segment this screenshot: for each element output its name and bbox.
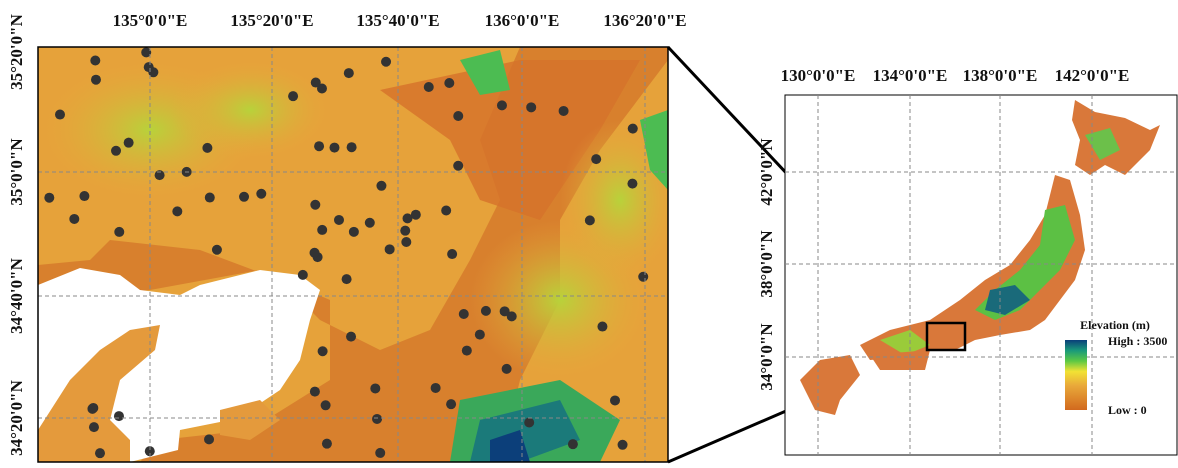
latitude-label: 34°20'0"N <box>7 379 26 455</box>
station-point <box>311 78 321 88</box>
latitude-label: 35°20'0"N <box>7 13 26 89</box>
station-point <box>91 75 101 85</box>
latitude-label: 38°0'0"N <box>757 230 776 298</box>
station-point <box>459 309 469 319</box>
station-point <box>342 274 352 284</box>
longitude-label: 136°0'0"E <box>485 11 560 30</box>
station-point <box>347 142 357 152</box>
station-point <box>610 395 620 405</box>
station-point <box>114 411 124 421</box>
station-point <box>79 191 89 201</box>
station-point <box>585 215 595 225</box>
station-point <box>462 346 472 356</box>
station-point <box>334 215 344 225</box>
station-point <box>111 146 121 156</box>
station-point <box>591 154 601 164</box>
latitude-label: 34°0'0"N <box>757 323 776 391</box>
station-point <box>524 417 534 427</box>
station-point <box>370 383 380 393</box>
detail-map <box>38 47 680 462</box>
station-point <box>55 110 65 120</box>
station-point <box>441 206 451 216</box>
station-point <box>411 210 421 220</box>
longitude-label: 134°0'0"E <box>873 66 948 85</box>
station-point <box>310 200 320 210</box>
longitude-label: 142°0'0"E <box>1055 66 1130 85</box>
station-point <box>385 244 395 254</box>
legend-low: Low : 0 <box>1108 403 1147 417</box>
station-point <box>310 248 320 258</box>
station-point <box>205 193 215 203</box>
station-point <box>114 227 124 237</box>
station-point <box>444 78 454 88</box>
station-point <box>453 111 463 121</box>
station-point <box>502 364 512 374</box>
station-point <box>69 214 79 224</box>
station-point <box>568 439 578 449</box>
station-point <box>475 330 485 340</box>
station-point <box>481 306 491 316</box>
station-point <box>87 404 97 414</box>
station-point <box>401 237 411 247</box>
station-point <box>446 399 456 409</box>
station-point <box>172 206 182 216</box>
station-point <box>124 138 134 148</box>
station-point <box>431 383 441 393</box>
station-point <box>381 57 391 67</box>
longitude-label: 130°0'0"E <box>781 66 856 85</box>
legend-colorbar <box>1065 340 1087 410</box>
station-point <box>89 422 99 432</box>
station-point <box>322 439 332 449</box>
station-point <box>90 56 100 66</box>
station-point <box>288 91 298 101</box>
station-point <box>239 192 249 202</box>
station-point <box>310 387 320 397</box>
station-point <box>44 193 54 203</box>
station-point <box>314 141 324 151</box>
station-point <box>212 245 222 255</box>
longitude-label: 135°40'0"E <box>356 11 439 30</box>
station-point <box>638 272 648 282</box>
station-point <box>559 106 569 116</box>
longitude-label: 136°20'0"E <box>603 11 686 30</box>
station-point <box>597 322 607 332</box>
station-point <box>346 332 356 342</box>
station-point <box>375 448 385 458</box>
longitude-label: 135°20'0"E <box>230 11 313 30</box>
figure: Elevation (m) High : 3500 Low : 0 135°0'… <box>0 0 1178 468</box>
station-point <box>376 181 386 191</box>
station-point <box>317 225 327 235</box>
station-point <box>344 68 354 78</box>
legend-title: Elevation (m) <box>1080 318 1150 332</box>
station-point <box>447 249 457 259</box>
station-point <box>298 270 308 280</box>
station-point <box>204 434 214 444</box>
station-point <box>627 179 637 189</box>
station-point <box>95 448 105 458</box>
longitude-label: 135°0'0"E <box>113 11 188 30</box>
legend-high: High : 3500 <box>1108 334 1167 348</box>
station-point <box>453 161 463 171</box>
longitude-label: 138°0'0"E <box>963 66 1038 85</box>
station-point <box>202 143 212 153</box>
station-point <box>424 82 434 92</box>
station-point <box>321 400 331 410</box>
station-point <box>144 62 154 72</box>
latitude-label: 42°0'0"N <box>757 138 776 206</box>
station-point <box>318 346 328 356</box>
station-point <box>497 100 507 110</box>
latitude-label: 34°40'0"N <box>7 257 26 333</box>
station-point <box>400 226 410 236</box>
station-point <box>256 189 266 199</box>
station-point <box>526 102 536 112</box>
latitude-label: 35°0'0"N <box>7 138 26 206</box>
station-point <box>349 227 359 237</box>
station-point <box>628 124 638 134</box>
station-point <box>372 414 382 424</box>
station-point <box>500 306 510 316</box>
station-point <box>329 143 339 153</box>
station-point <box>618 440 628 450</box>
station-point <box>365 218 375 228</box>
